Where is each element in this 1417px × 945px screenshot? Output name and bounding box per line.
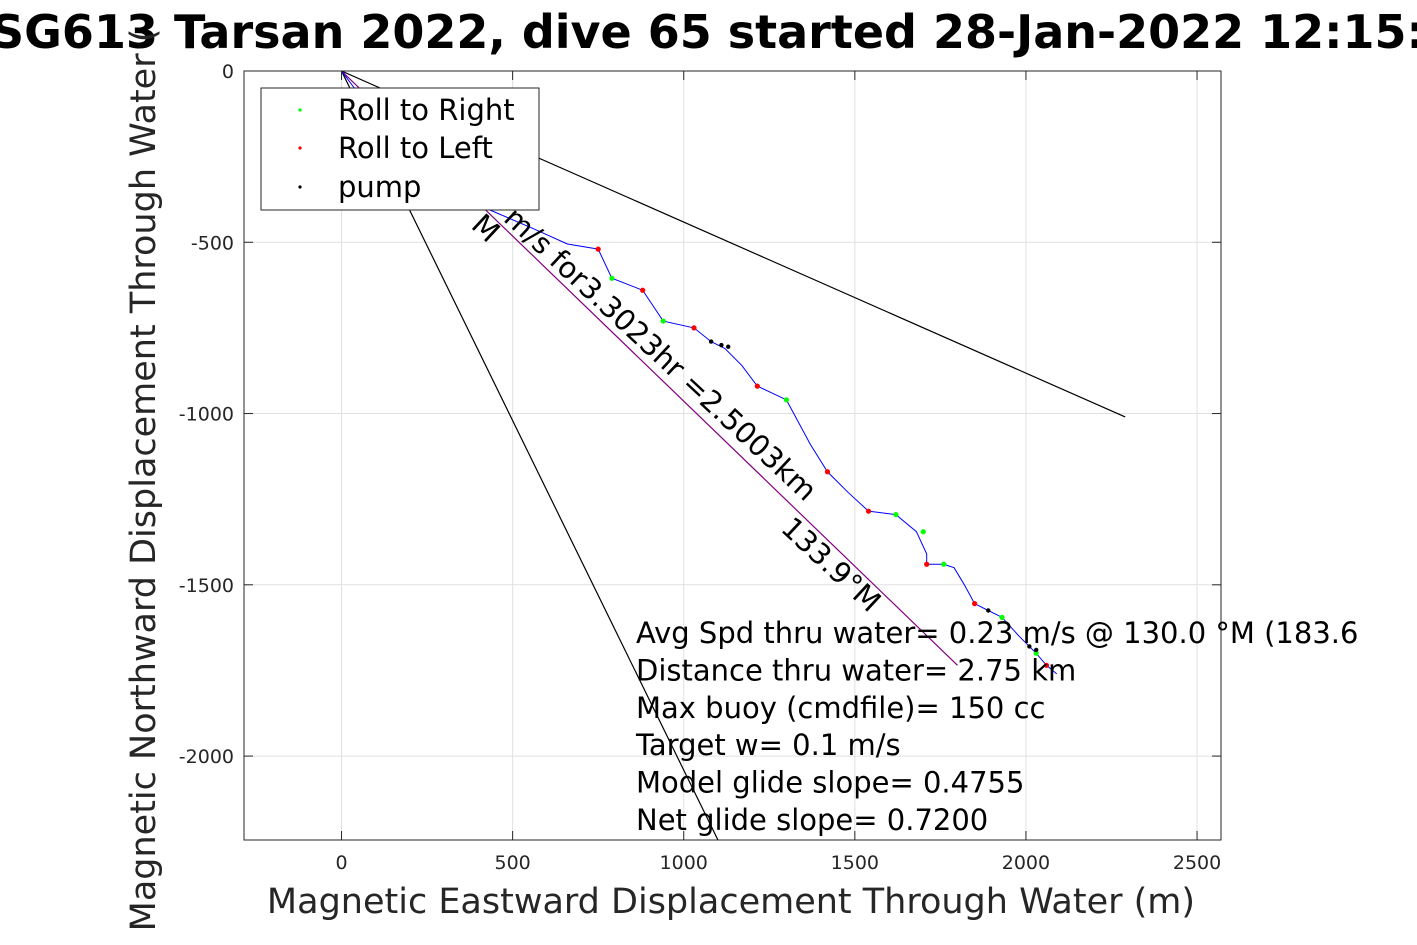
pump-point [708,339,714,344]
x-tick-label: 1500 [831,852,879,874]
grid [244,70,1221,840]
x-tick-label: 2000 [1002,852,1050,874]
roll-right-point [941,561,947,567]
roll-right-point [783,397,789,403]
roll-right-point [660,318,666,324]
chart-title: SG613 Tarsan 2022, dive 65 started 28-Ja… [0,5,1417,59]
roll-left-point [691,325,697,331]
plot-frame [243,70,1222,841]
y-tick-label: 0 [222,61,234,83]
roll-left-point [824,469,831,475]
pump-point [986,608,991,613]
legend-label-roll-left: Roll to Left [338,131,493,165]
roll-left-point [640,287,646,293]
annotation-line-0: Avg Spd thru water= 0.23 m/s @ 130.0 °M … [636,616,1358,650]
x-tick-label: 2500 [1173,852,1221,874]
legend-box [260,87,540,211]
x-tick-label: 0 [335,852,347,874]
legend-marker-roll-right [298,108,302,112]
annotation-line-3: Target w= 0.1 m/s [635,728,901,762]
y-tick-label: -1000 [179,404,234,426]
pump-point [1034,647,1039,653]
annotation-line-4: Model glide slope= 0.4755 [636,766,1024,800]
roll-left-point [754,383,760,389]
pump-point [1027,644,1032,649]
y-tick-label: -500 [191,232,234,254]
roll-right-point [893,511,899,518]
pump-point [726,344,731,349]
x-axis-label: Magnetic Eastward Displacement Through W… [267,882,1195,922]
roll-left-point [865,508,872,514]
annotation-block: Avg Spd thru water= 0.23 m/s @ 130.0 °M … [635,616,1358,837]
y-tick-label: -1500 [179,575,234,597]
tick-layer: 0 500 1000 1500 2000 2500 0 -500 -1000 -1500 -2000 [179,61,1221,874]
roll-right-point [999,614,1005,620]
annotation-line-5: Net glide slope= 0.7200 [636,803,988,837]
roll-left-point [972,601,978,607]
dive-track-line [341,71,1058,675]
legend-marker-roll-left [298,146,302,150]
roll-left-point [1043,662,1050,668]
y-axis-label: Magnetic Northward Displacement Through … [124,29,164,932]
legend-label-roll-right: Roll to Right [338,93,515,127]
legend: Roll to Right Roll to Left pump [260,87,540,211]
roll-right-point [920,529,926,535]
x-tick-label: 500 [494,852,530,874]
legend-marker-pump [298,185,302,189]
roll-right-point [609,275,615,281]
x-tick-label: 1000 [660,852,708,874]
roll-right-point [1033,650,1039,656]
pump-point [719,342,724,348]
annotation-line-1: Distance thru water= 2.75 km [636,653,1076,687]
roll-left-point [595,246,601,252]
y-tick-label: -2000 [179,746,234,768]
legend-label-pump: pump [338,170,421,204]
roll-left-point [924,561,930,567]
annotation-line-2: Max buoy (cmdfile)= 150 cc [636,691,1045,725]
